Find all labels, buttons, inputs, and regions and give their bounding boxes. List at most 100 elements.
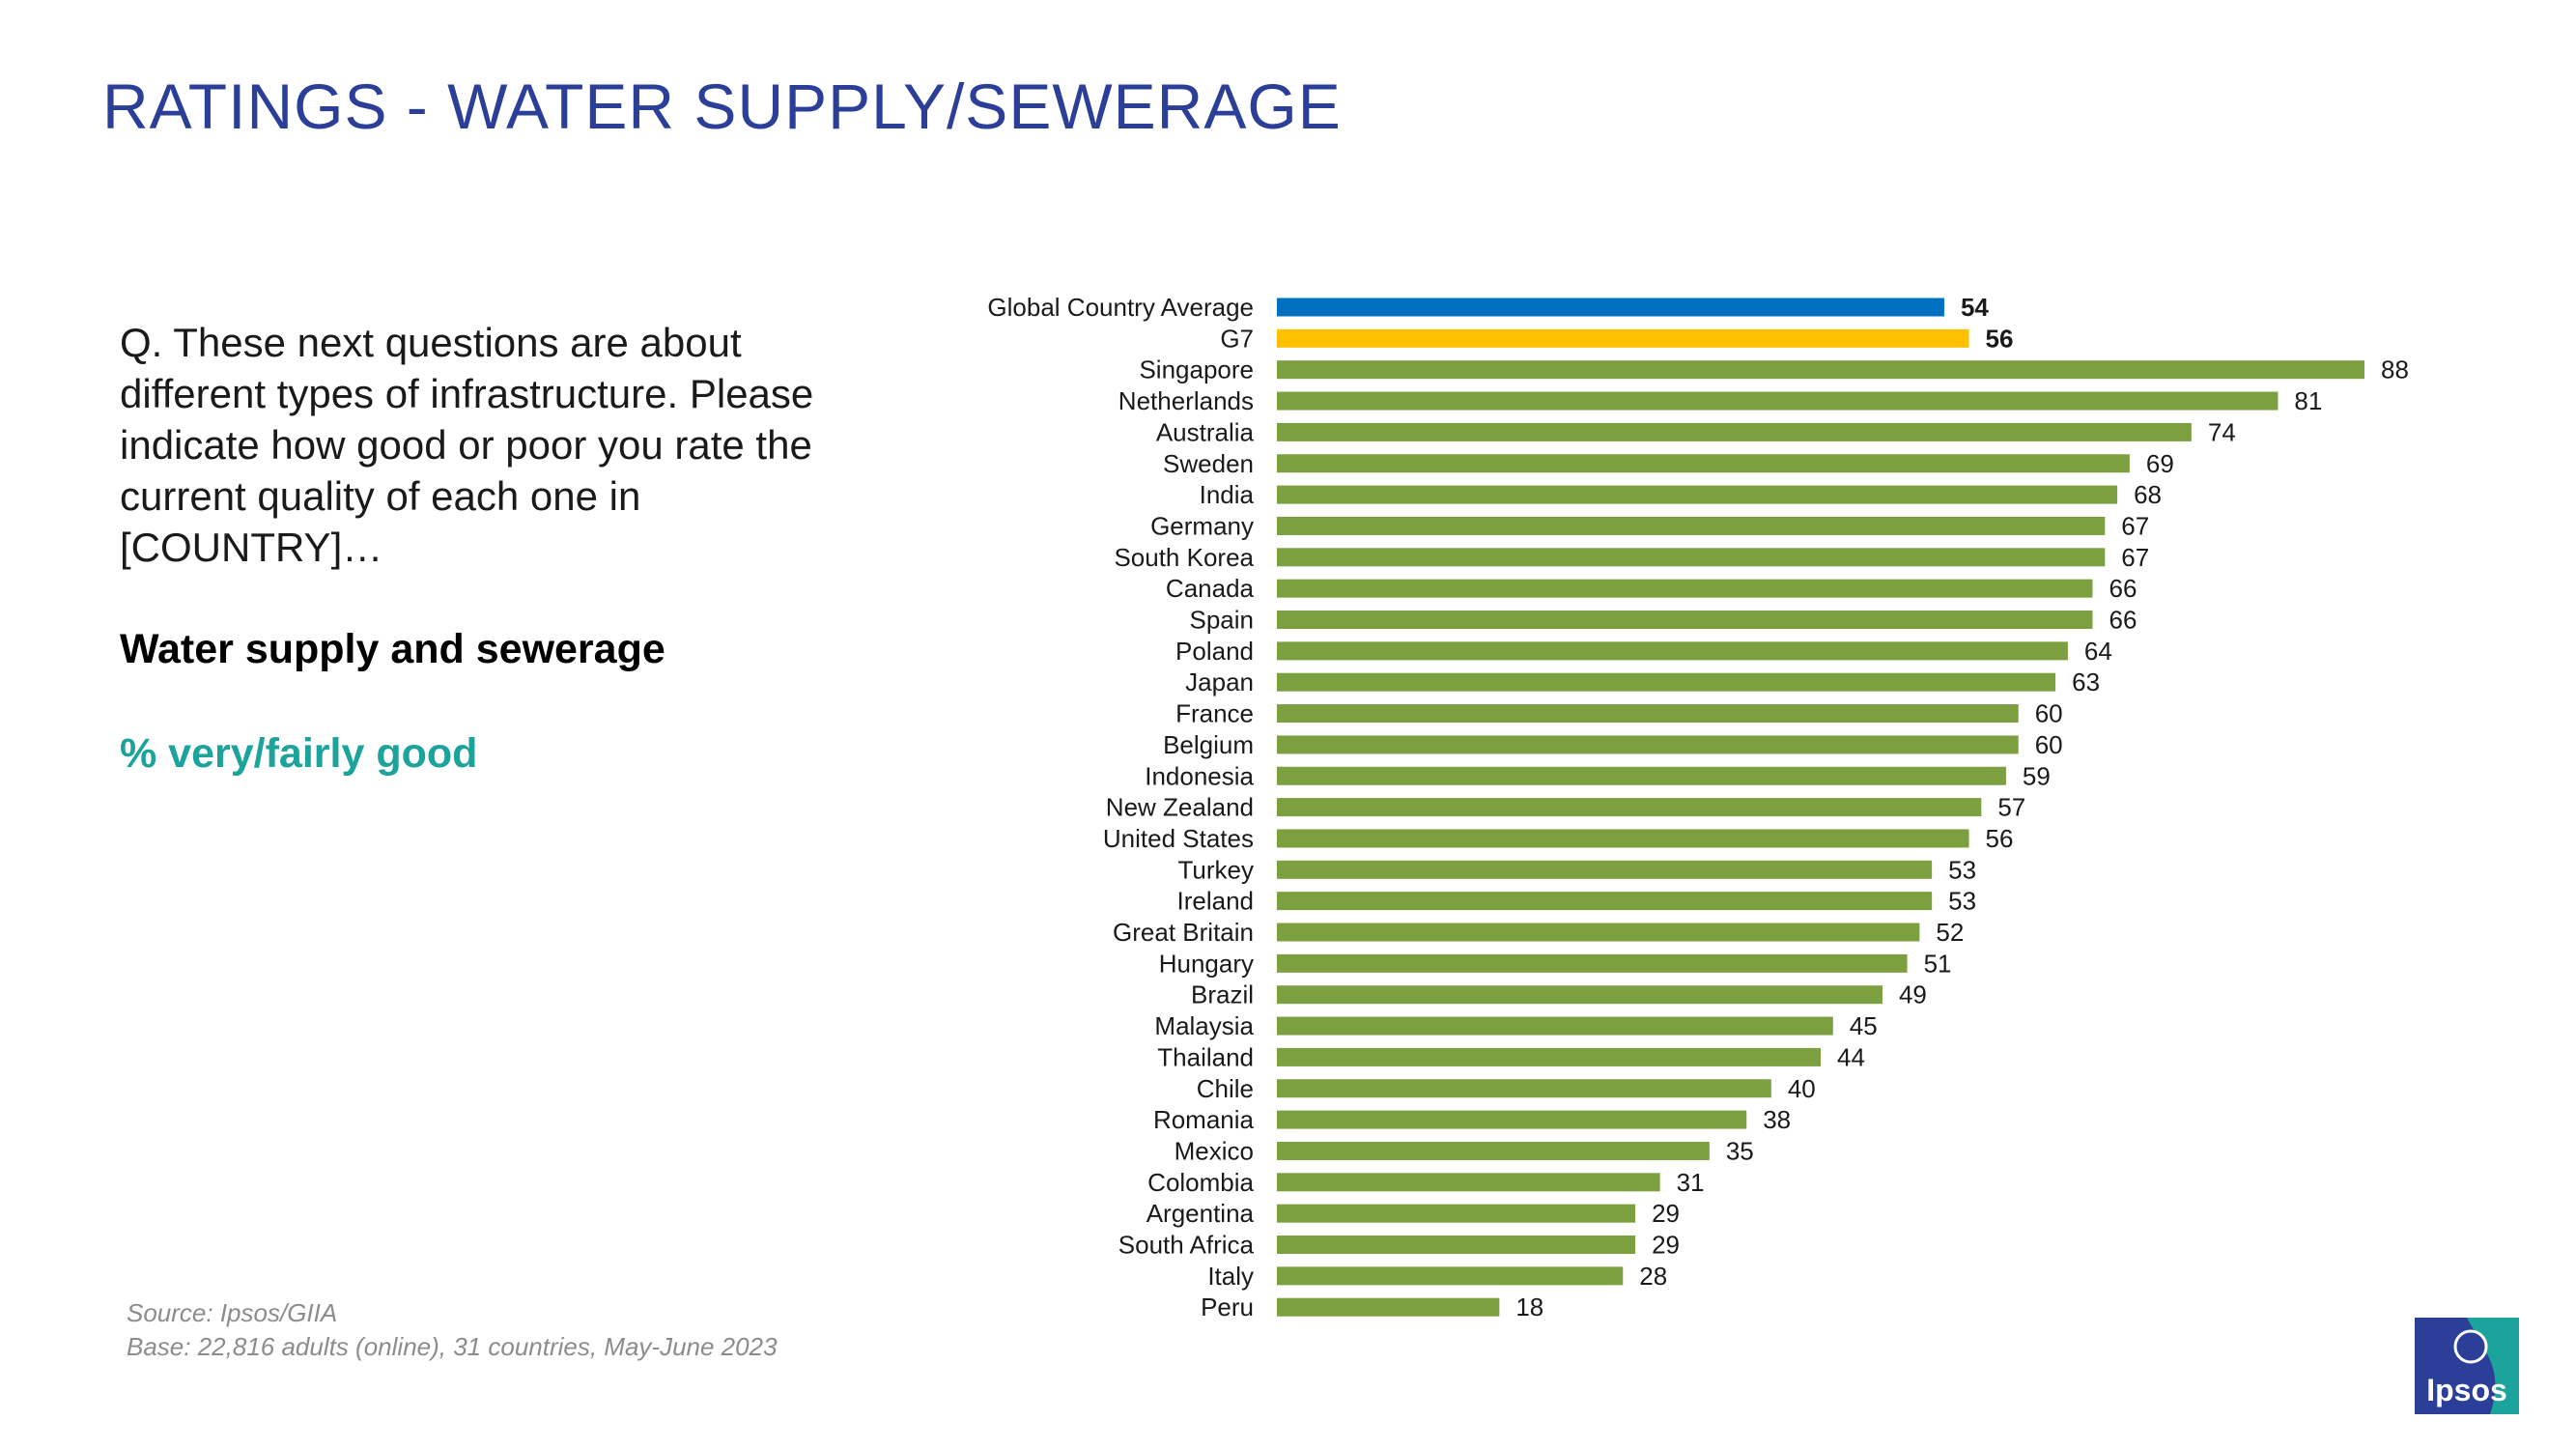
category-label-mexico: Mexico [1175,1136,1254,1165]
bar-mexico [1277,1141,1710,1160]
metric-measure: % very/fairly good [120,730,478,777]
value-label-global-country-average: 54 [1961,293,1989,322]
value-label-poland: 64 [2084,637,2112,666]
value-label-great-britain: 52 [1936,918,1964,947]
category-label-g7: G7 [1220,324,1254,353]
value-label-germany: 67 [2121,511,2149,540]
bar-canada [1277,579,2093,598]
source-text: Source: Ipsos/GIIA [127,1298,338,1327]
value-label-malaysia: 45 [1850,1011,1878,1040]
bar-australia [1277,422,2192,441]
value-label-indonesia: 59 [2023,761,2051,790]
bar-great-britain [1277,923,1920,942]
value-label-sweden: 69 [2146,449,2174,478]
bar-india [1277,485,2118,504]
category-label-argentina: Argentina [1146,1199,1255,1228]
category-label-turkey: Turkey [1178,855,1255,884]
value-label-singapore: 88 [2381,355,2409,384]
category-label-united-states: United States [1103,824,1254,853]
bar-belgium [1277,735,2019,754]
logo-text: Ipsos [2426,1373,2507,1407]
value-label-canada: 66 [2109,574,2137,603]
value-label-south-korea: 67 [2121,543,2149,572]
category-label-japan: Japan [1185,668,1254,696]
bar-japan [1277,672,2056,692]
bar-singapore [1277,360,2364,380]
value-label-colombia: 31 [1677,1168,1705,1197]
value-label-g7: 56 [1986,324,2014,353]
category-label-australia: Australia [1156,417,1255,446]
category-label-singapore: Singapore [1139,355,1254,384]
category-label-sweden: Sweden [1163,449,1254,478]
bar-south-africa [1277,1236,1636,1254]
ipsos-logo: Ipsos [2415,1318,2519,1414]
category-label-indonesia: Indonesia [1145,761,1254,790]
value-label-peru: 18 [1515,1293,1543,1321]
category-label-chile: Chile [1197,1074,1254,1103]
bar-turkey [1277,860,1933,879]
category-label-hungary: Hungary [1159,949,1254,978]
bar-peru [1277,1297,1500,1317]
value-label-japan: 63 [2072,668,2100,696]
value-label-mexico: 35 [1726,1136,1754,1165]
value-label-france: 60 [2035,699,2063,728]
bar-chile [1277,1079,1771,1098]
category-label-germany: Germany [1150,511,1254,540]
category-label-brazil: Brazil [1191,980,1254,1009]
value-label-new-zealand: 57 [1997,793,2025,822]
category-label-spain: Spain [1190,606,1255,635]
category-label-belgium: Belgium [1163,730,1254,759]
bar-spain [1277,611,2093,629]
bar-romania [1277,1110,1747,1129]
value-label-romania: 38 [1763,1105,1791,1134]
bar-argentina [1277,1204,1636,1223]
value-label-chile: 40 [1788,1074,1816,1103]
category-label-global-country-average: Global Country Average [987,293,1254,322]
bar-thailand [1277,1047,1821,1066]
category-label-new-zealand: New Zealand [1106,793,1254,822]
value-label-spain: 66 [2109,606,2137,635]
value-label-thailand: 44 [1837,1042,1865,1071]
value-label-italy: 28 [1639,1262,1667,1291]
bar-indonesia [1277,766,2006,785]
source-notes: Source: Ipsos/GIIA Base: 22,816 adults (… [127,1296,778,1364]
bar-g7 [1277,328,1969,348]
category-label-ireland: Ireland [1177,887,1255,916]
page-title: RATINGS - WATER SUPPLY/SEWERAGE [102,71,1342,142]
category-label-canada: Canada [1166,574,1255,603]
category-label-thailand: Thailand [1157,1042,1254,1071]
category-label-malaysia: Malaysia [1154,1011,1254,1040]
category-label-india: India [1200,480,1255,509]
bar-brazil [1277,985,1882,1005]
bar-south-korea [1277,548,2106,567]
category-label-poland: Poland [1175,637,1254,666]
value-label-ireland: 53 [1948,887,1976,916]
bar-italy [1277,1266,1624,1286]
value-label-united-states: 56 [1986,824,2014,853]
value-label-belgium: 60 [2035,730,2063,759]
bar-ireland [1277,892,1933,911]
category-label-romania: Romania [1153,1105,1255,1134]
category-label-italy: Italy [1207,1262,1254,1291]
category-label-south-korea: South Korea [1114,543,1254,572]
bar-sweden [1277,454,2130,473]
category-label-france: France [1175,699,1254,728]
category-label-great-britain: Great Britain [1113,918,1254,947]
category-label-colombia: Colombia [1147,1168,1254,1197]
value-label-india: 68 [2134,480,2162,509]
bar-poland [1277,641,2068,661]
category-label-netherlands: Netherlands [1118,386,1254,415]
bar-france [1277,704,2019,724]
question-text: Q. These next questions are about differ… [120,320,814,570]
bar-germany [1277,516,2106,535]
value-label-hungary: 51 [1924,949,1952,978]
value-label-argentina: 29 [1652,1199,1680,1228]
value-label-netherlands: 81 [2294,386,2322,415]
bar-colombia [1277,1173,1660,1192]
bar-malaysia [1277,1016,1833,1036]
value-label-brazil: 49 [1899,980,1927,1009]
bar-united-states [1277,829,1969,848]
bar-global-country-average [1277,298,1944,317]
base-text: Base: 22,816 adults (online), 31 countri… [127,1332,778,1361]
